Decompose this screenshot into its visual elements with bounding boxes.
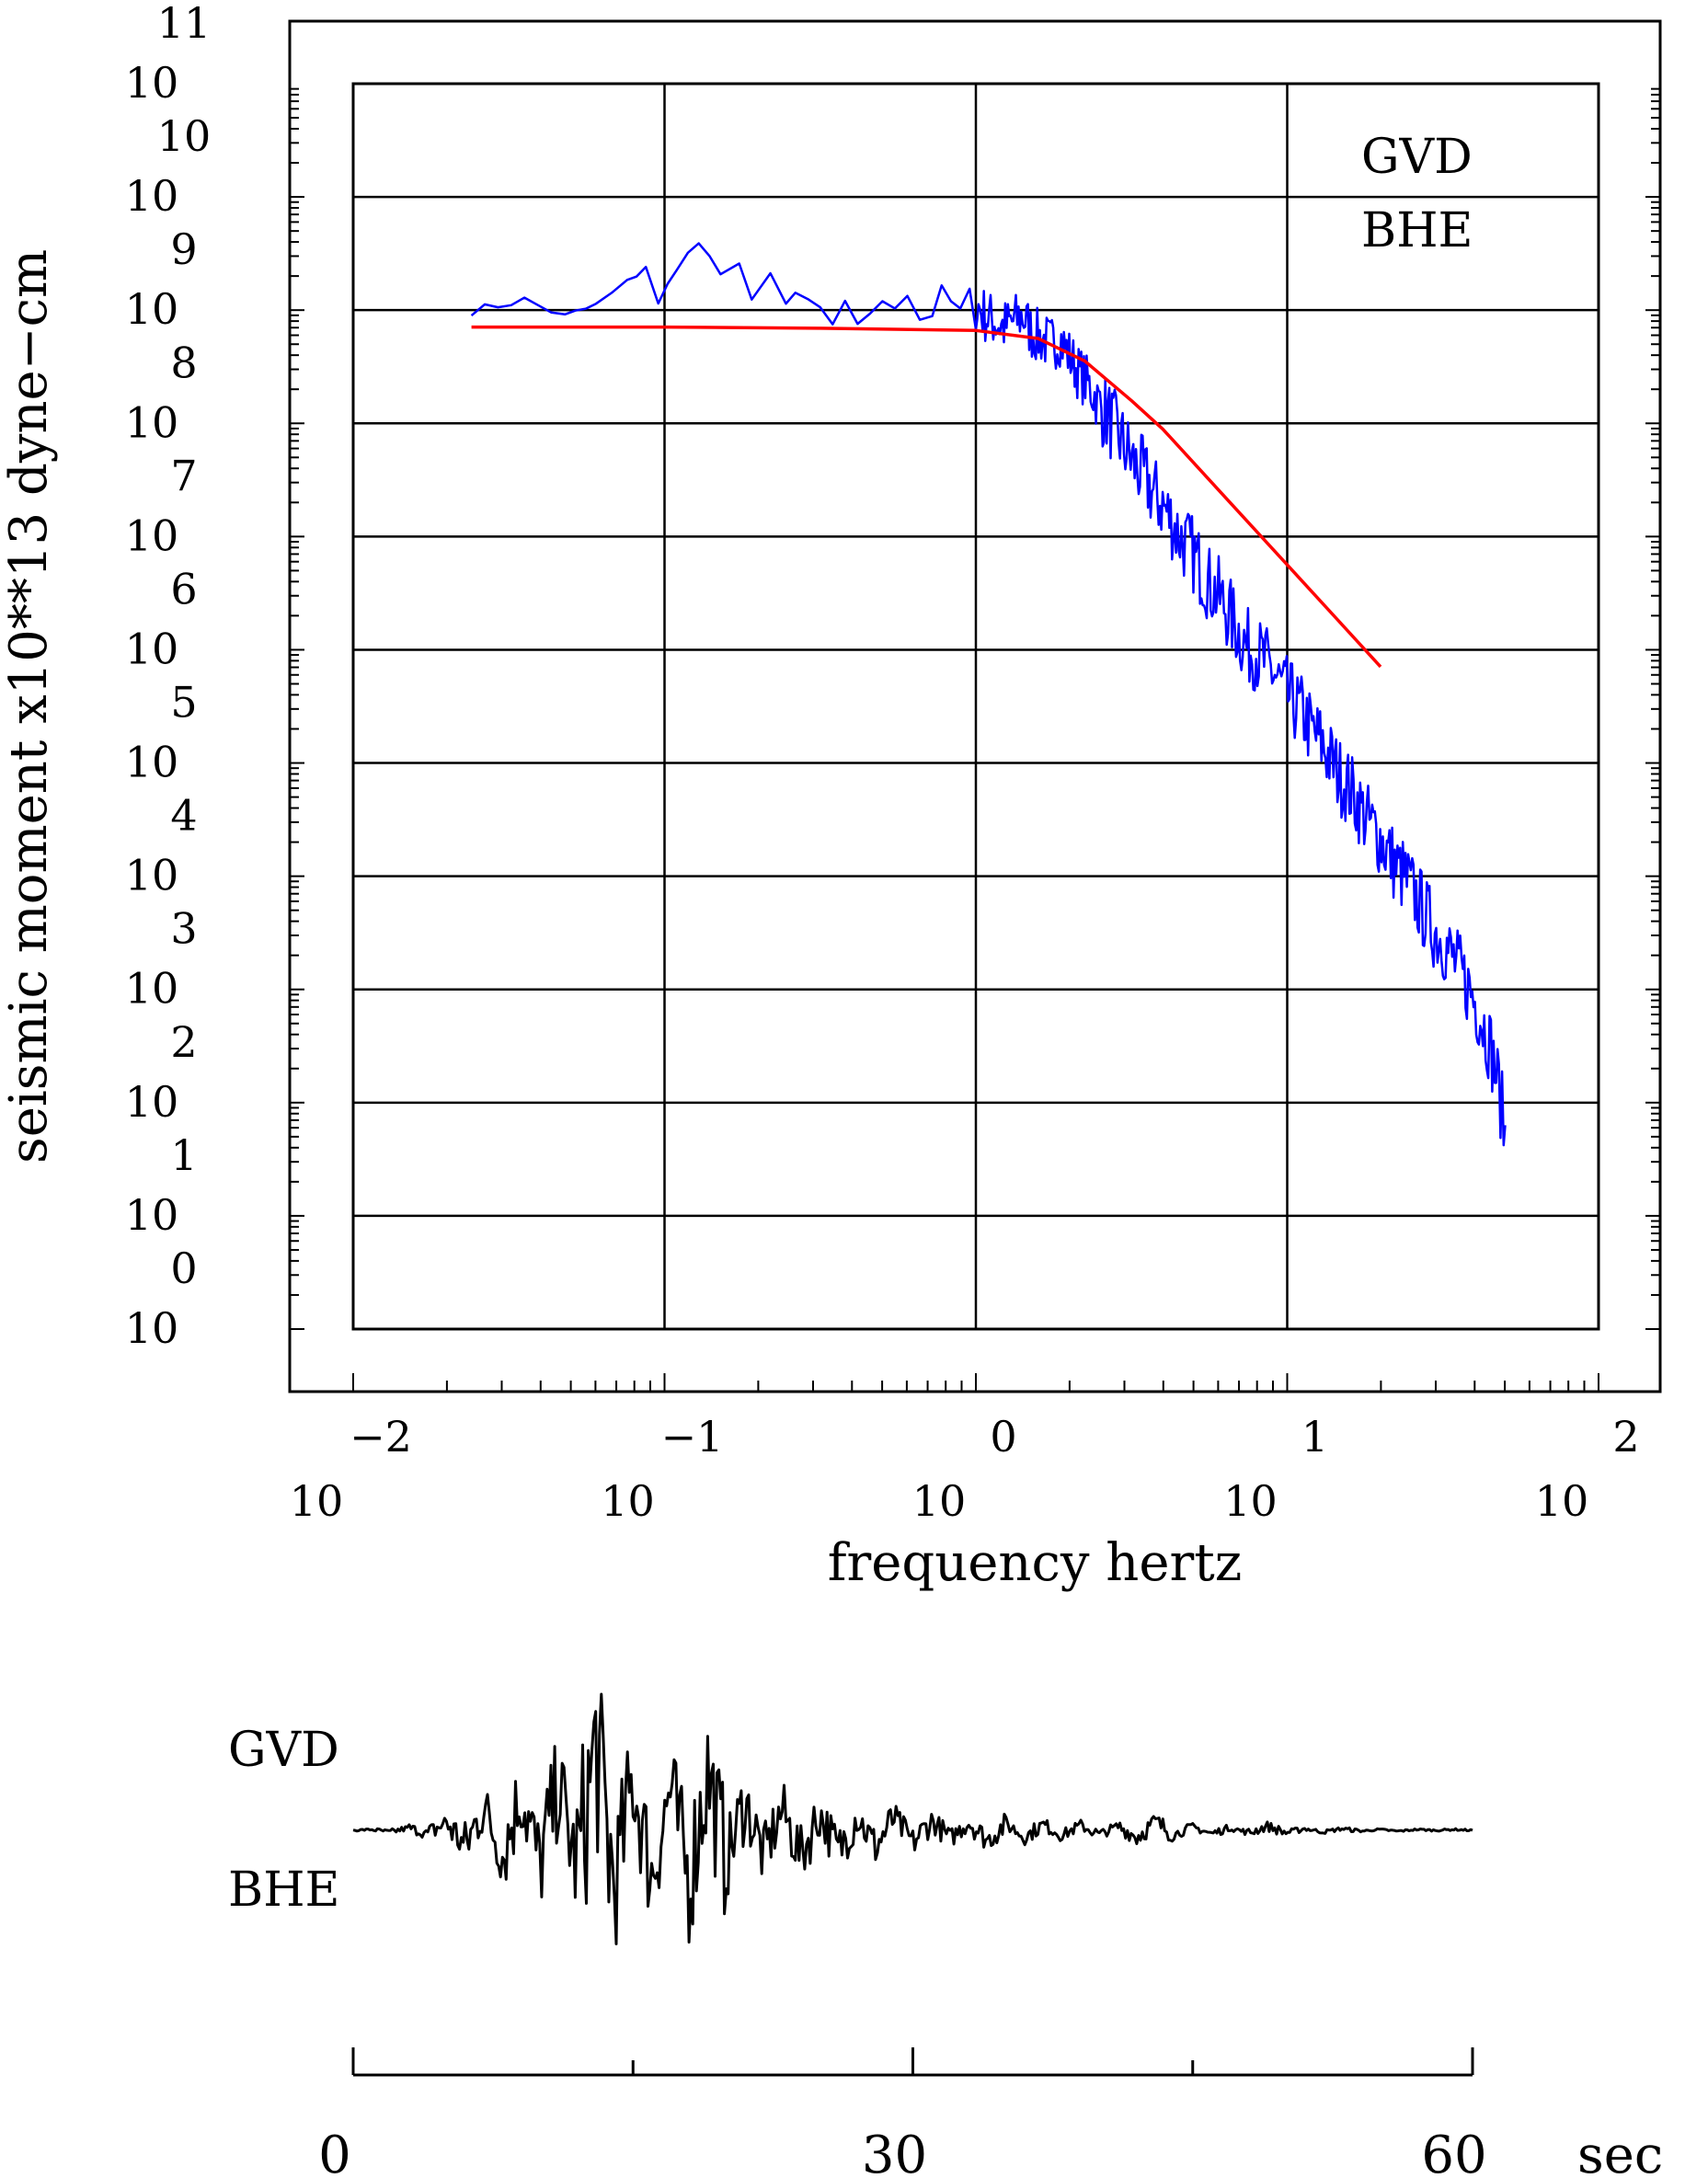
y-tick-label-base: 10 (125, 58, 179, 108)
series-group (470, 242, 1507, 1147)
time-axis-ticks (351, 2047, 1474, 2075)
x-tick-label-exponent: −1 (661, 1412, 724, 1462)
y-tick-label-base: 10 (125, 964, 179, 1014)
time-unit-label: sec (1577, 2126, 1663, 2178)
y-tick-label-exponent: 7 (170, 451, 197, 500)
x-tick-label-exponent: 1 (1301, 1412, 1328, 1462)
time-tick-label: 0 (318, 2126, 351, 2178)
y-axis-label: seismic moment x10**13 dyne−cm (0, 249, 59, 1164)
model-fit-line (471, 325, 1382, 669)
y-tick-label-exponent: 11 (157, 0, 212, 48)
y-tick-label-exponent: 10 (157, 111, 212, 161)
y-tick-label-base: 10 (125, 851, 179, 900)
annotation-channel: BHE (1361, 203, 1473, 258)
y-tick-label-exponent: 2 (170, 1017, 197, 1067)
y-tick-label-exponent: 9 (170, 224, 197, 274)
x-tick-label-base: 10 (1223, 1476, 1278, 1526)
x-tick-label-exponent: −2 (350, 1412, 412, 1462)
y-tick-label-base: 10 (125, 171, 179, 221)
time-tick-label: 60 (1421, 2126, 1486, 2178)
time-tick-labels: 0 30 60 (318, 2126, 1486, 2178)
y-tick-label-base: 10 (125, 1077, 179, 1127)
y-tick-label-exponent: 0 (170, 1244, 197, 1293)
x-tick-label-base: 10 (290, 1476, 344, 1526)
y-tick-label-exponent: 6 (170, 564, 197, 613)
seismogram-trace-line (352, 1692, 1473, 1945)
seismogram-station-label: GVD (228, 1723, 339, 1778)
y-tick-label-base: 10 (125, 1303, 179, 1353)
y-tick-label-base: 10 (125, 624, 179, 673)
y-tick-label-exponent: 5 (170, 678, 197, 728)
x-tick-label-exponent: 2 (1612, 1412, 1639, 1462)
grid (353, 84, 1599, 1329)
y-tick-label-base: 10 (125, 738, 179, 787)
y-tick-label-base: 10 (125, 284, 179, 334)
seismogram: GVD BHE 0 30 60 sec (228, 1692, 1663, 2178)
seismogram-trace-group (352, 1692, 1473, 1945)
y-tick-label-exponent: 4 (170, 791, 197, 841)
time-tick-label: 30 (862, 2126, 927, 2178)
x-tick-label-base: 10 (912, 1476, 967, 1526)
y-tick-label-exponent: 1 (170, 1130, 197, 1180)
y-tick-label-base: 10 (125, 510, 179, 560)
annotation-station: GVD (1361, 130, 1473, 185)
x-tick-label-base: 10 (601, 1476, 655, 1526)
spectrum-line (470, 242, 1507, 1147)
y-tick-label-exponent: 8 (170, 338, 197, 387)
seismogram-channel-label: BHE (228, 1863, 340, 1918)
x-axis-label: frequency hertz (828, 1533, 1243, 1593)
axis-ticks (290, 87, 1660, 1392)
x-tick-label-base: 10 (1535, 1476, 1589, 1526)
y-tick-label-base: 10 (125, 397, 179, 447)
y-tick-label-exponent: 3 (170, 904, 197, 954)
x-tick-label-exponent: 0 (990, 1412, 1016, 1462)
y-tick-label-base: 10 (125, 1190, 179, 1240)
